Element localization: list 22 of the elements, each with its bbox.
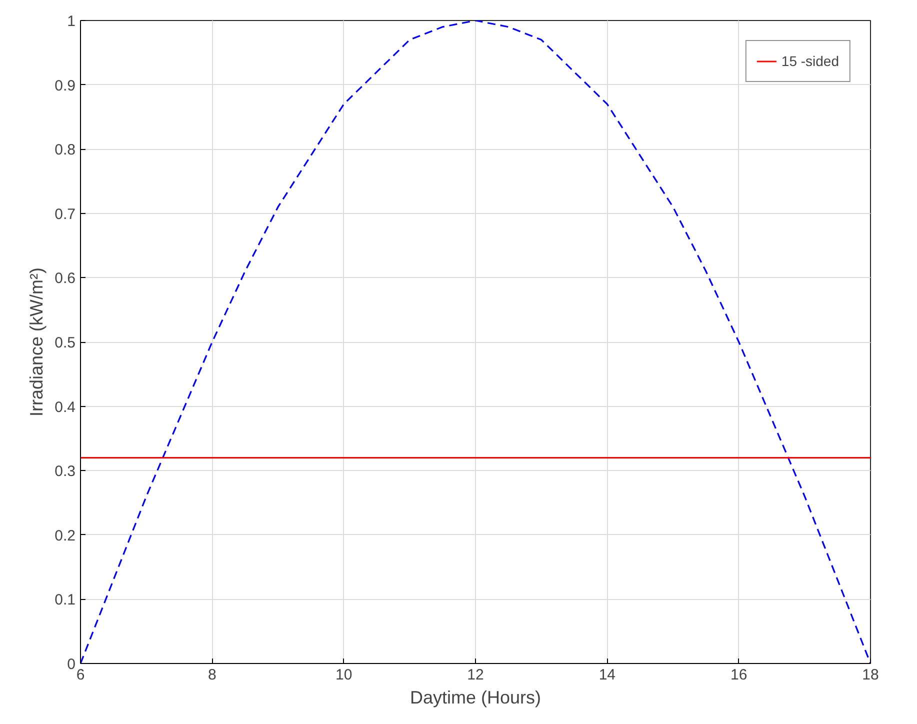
y-tick-label: 0.8 xyxy=(54,142,76,159)
y-tick-label: 0.9 xyxy=(54,77,76,94)
legend-label: 15 -sided xyxy=(781,53,839,69)
x-tick-label: 14 xyxy=(598,666,616,684)
x-tick-label: 6 xyxy=(76,666,85,684)
x-tick-label: 18 xyxy=(862,666,879,684)
line-series xyxy=(80,20,870,664)
y-tick-label: 0.7 xyxy=(54,206,76,223)
y-tick-label: 0.6 xyxy=(54,270,76,288)
y-tick-label: 0.2 xyxy=(54,527,76,544)
x-tick-label: 8 xyxy=(208,666,216,684)
x-tick-label: 16 xyxy=(730,666,748,684)
y-tick-label: 0.1 xyxy=(54,592,76,609)
x-tick-label: 10 xyxy=(335,666,352,684)
y-axis-title: Irradiance (kW/m²) xyxy=(26,267,47,417)
y-tick-label: 0.3 xyxy=(54,463,76,480)
x-axis-title: Daytime (Hours) xyxy=(410,688,542,708)
y-tick-label: 0 xyxy=(67,656,76,673)
y-tick-label: 0.5 xyxy=(54,334,76,352)
y-tick-label: 0.4 xyxy=(54,398,76,416)
y-tick-label: 1 xyxy=(67,13,76,30)
x-tick-label: 12 xyxy=(467,666,484,684)
